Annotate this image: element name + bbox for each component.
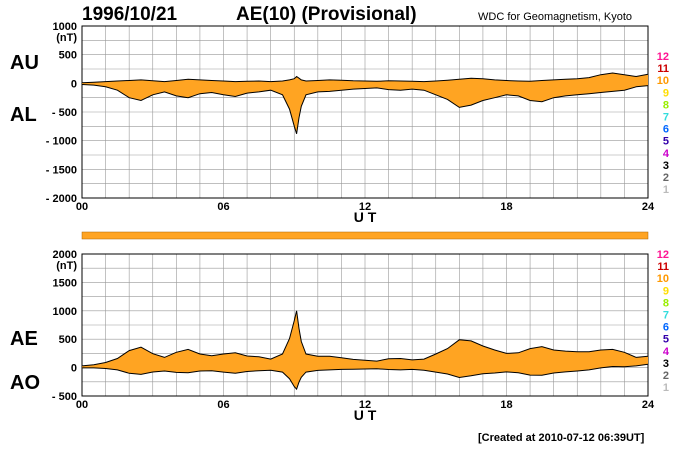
y-tick-label: - 1500 xyxy=(46,164,77,176)
station-legend-3: 3 xyxy=(663,160,669,172)
station-legend-7: 7 xyxy=(663,112,669,124)
station-legend-1: 1 xyxy=(663,184,669,196)
panel-label-au: AU xyxy=(10,52,39,74)
station-legend-11: 11 xyxy=(657,63,669,75)
station-legend-8: 8 xyxy=(663,99,669,111)
x-tick-label: 06 xyxy=(217,399,229,411)
station-legend-10: 10 xyxy=(657,273,669,285)
y-tick-label: - 1000 xyxy=(46,136,77,148)
x-axis-title: U T xyxy=(354,209,377,225)
station-legend-7: 7 xyxy=(663,310,669,322)
station-legend-5: 5 xyxy=(663,136,669,148)
y-unit-label: (nT) xyxy=(56,32,77,44)
station-legend-6: 6 xyxy=(663,124,669,136)
separator-bar xyxy=(81,231,649,240)
range-fill-area xyxy=(82,73,648,134)
station-legend-9: 9 xyxy=(663,285,669,297)
x-tick-label: 18 xyxy=(500,201,512,213)
y-tick-label: 500 xyxy=(59,334,77,346)
y-tick-label: - 2000 xyxy=(46,193,77,205)
x-tick-label: 24 xyxy=(642,399,655,411)
station-legend-2: 2 xyxy=(663,370,669,382)
station-legend-12: 12 xyxy=(657,249,669,261)
y-tick-label: 2000 xyxy=(53,249,77,261)
chart-date: 1996/10/21 xyxy=(82,4,178,25)
series-line-ae xyxy=(81,310,649,367)
panel-label-ae: AE xyxy=(10,328,38,350)
series-line-ao xyxy=(82,363,649,391)
x-tick-label: 24 xyxy=(642,201,655,213)
y-tick-label: 500 xyxy=(59,50,77,62)
x-tick-label: 00 xyxy=(76,399,88,411)
x-tick-label: 18 xyxy=(500,399,512,411)
y-tick-label: 1000 xyxy=(53,21,77,33)
y-tick-label: 0 xyxy=(71,78,77,90)
created-timestamp: [Created at 2010-07-12 06:39UT] xyxy=(478,432,645,444)
station-legend-2: 2 xyxy=(663,172,669,184)
y-tick-label: 1500 xyxy=(53,277,77,289)
x-tick-label: 12 xyxy=(359,201,371,213)
chart-title: AE(10) (Provisional) xyxy=(236,4,417,25)
plot-frame xyxy=(81,253,649,397)
station-legend-4: 4 xyxy=(663,346,670,358)
y-tick-label: 1000 xyxy=(53,306,77,318)
x-tick-label: 06 xyxy=(217,201,229,213)
panel-label-ao: AO xyxy=(10,372,40,394)
station-legend-8: 8 xyxy=(663,297,669,309)
data-source: WDC for Geomagnetism, Kyoto xyxy=(478,11,633,23)
y-unit-label: (nT) xyxy=(56,260,77,272)
panel-label-al: AL xyxy=(10,104,37,126)
series-line-al xyxy=(81,84,649,134)
station-legend-9: 9 xyxy=(663,87,669,99)
y-tick-label: 0 xyxy=(71,363,77,375)
station-legend-6: 6 xyxy=(663,322,669,334)
station-legend-12: 12 xyxy=(657,51,669,63)
station-legend-11: 11 xyxy=(657,261,669,273)
x-tick-label: 12 xyxy=(359,399,371,411)
station-legend-3: 3 xyxy=(663,358,669,370)
x-tick-label: 00 xyxy=(76,201,88,213)
station-legend-10: 10 xyxy=(657,75,669,87)
station-legend-4: 4 xyxy=(663,148,670,160)
station-legend-5: 5 xyxy=(663,334,669,346)
y-tick-label: - 500 xyxy=(52,391,77,403)
y-tick-label: - 500 xyxy=(52,107,77,119)
plot-frame xyxy=(81,25,649,199)
range-fill-area xyxy=(82,310,648,390)
station-legend-1: 1 xyxy=(663,382,669,394)
x-axis-title: U T xyxy=(354,407,377,423)
series-line-au xyxy=(81,72,649,84)
